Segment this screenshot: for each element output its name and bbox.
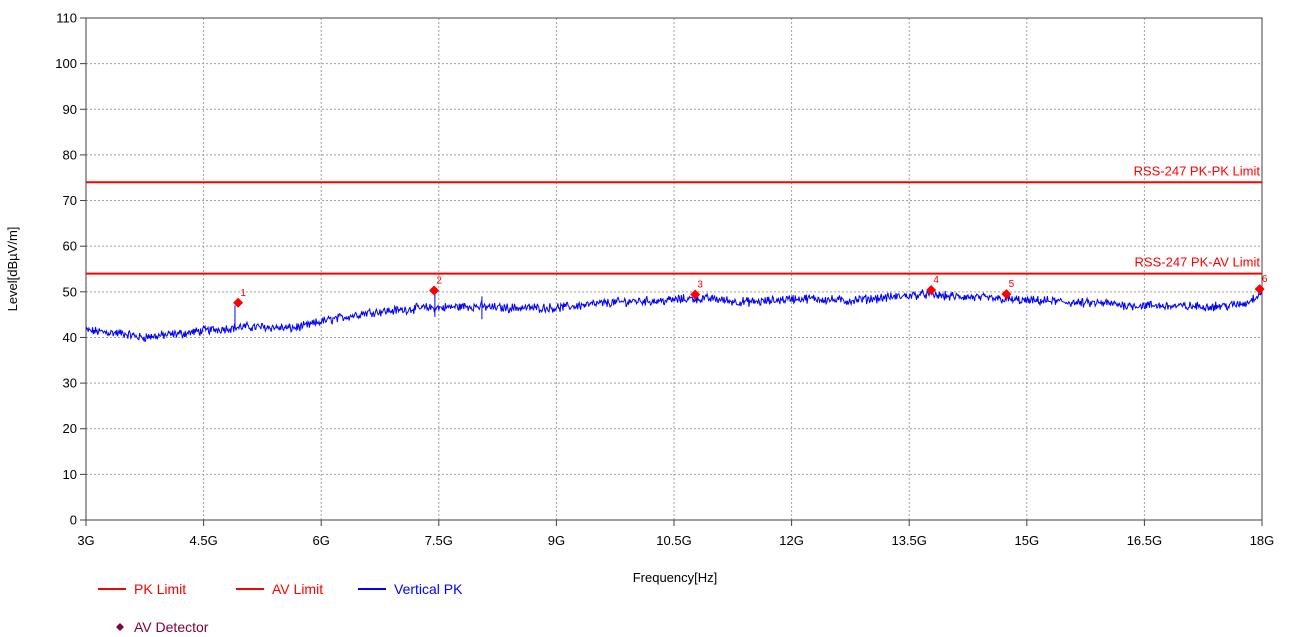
y-axis: 0 10 20 30 40 50 60 70 80 90 100 110 xyxy=(55,11,86,528)
y-tick-label: 0 xyxy=(70,513,77,528)
x-tick-label: 4.5G xyxy=(190,533,218,548)
marker-label: 5 xyxy=(1009,279,1015,290)
y-tick-label: 10 xyxy=(63,467,77,482)
legend: PK Limit AV Limit Vertical PK AV Detector xyxy=(98,581,463,635)
x-tick-label: 6G xyxy=(313,533,330,548)
marker-label: 2 xyxy=(436,275,442,286)
y-tick-label: 30 xyxy=(63,376,77,391)
x-tick-label: 7.5G xyxy=(425,533,453,548)
trace-line xyxy=(85,288,1263,343)
legend-label: AV Detector xyxy=(134,619,209,635)
grid xyxy=(86,18,1262,520)
trace-series xyxy=(85,288,1263,343)
legend-label: PK Limit xyxy=(134,581,186,597)
legend-label: Vertical PK xyxy=(394,581,463,597)
detector-marker xyxy=(233,297,244,308)
x-tick-label: 9G xyxy=(548,533,565,548)
y-tick-label: 40 xyxy=(63,330,77,345)
x-tick-label: 13.5G xyxy=(891,533,926,548)
detector-marker xyxy=(690,289,701,300)
limit-lines: RSS-247 PK-PK Limit RSS-247 PK-AV Limit xyxy=(86,163,1262,275)
y-tick-label: 100 xyxy=(55,56,77,71)
detector-marker xyxy=(429,285,440,296)
limit-label: RSS-247 PK-PK Limit xyxy=(1134,163,1261,178)
x-axis: 3G 4.5G 6G 7.5G 9G 10.5G 12G 13.5G 15G 16.5G 18G xyxy=(77,520,1274,548)
y-axis-title: Level[dBµV/m] xyxy=(5,227,20,312)
y-tick-label: 70 xyxy=(63,193,77,208)
x-tick-label: 3G xyxy=(77,533,94,548)
plot-area-frame xyxy=(85,17,1263,521)
x-tick-label: 16.5G xyxy=(1127,533,1162,548)
x-axis-title: Frequency[Hz] xyxy=(633,570,718,585)
legend-label: AV Limit xyxy=(272,581,323,597)
y-tick-label: 80 xyxy=(63,147,77,162)
detector-marker xyxy=(1254,284,1265,295)
y-tick-label: 50 xyxy=(63,284,77,299)
x-tick-label: 10.5G xyxy=(656,533,691,548)
y-tick-label: 20 xyxy=(63,421,77,436)
marker-label: 4 xyxy=(933,275,939,286)
x-tick-label: 18G xyxy=(1250,533,1275,548)
y-tick-label: 110 xyxy=(56,11,77,26)
limit-label: RSS-247 PK-AV Limit xyxy=(1135,255,1261,270)
detector-marker xyxy=(1001,289,1012,300)
y-tick-label: 90 xyxy=(63,102,77,117)
marker-label: 6 xyxy=(1262,274,1268,285)
marker-label: 3 xyxy=(697,280,703,291)
x-tick-label: 15G xyxy=(1015,533,1040,548)
marker-label: 1 xyxy=(240,288,246,299)
y-tick-label: 60 xyxy=(63,239,77,254)
legend-swatch xyxy=(116,623,124,631)
x-tick-label: 12G xyxy=(779,533,804,548)
detector-markers: 1 2 3 4 5 6 xyxy=(233,274,1268,308)
detector-marker xyxy=(926,284,937,295)
